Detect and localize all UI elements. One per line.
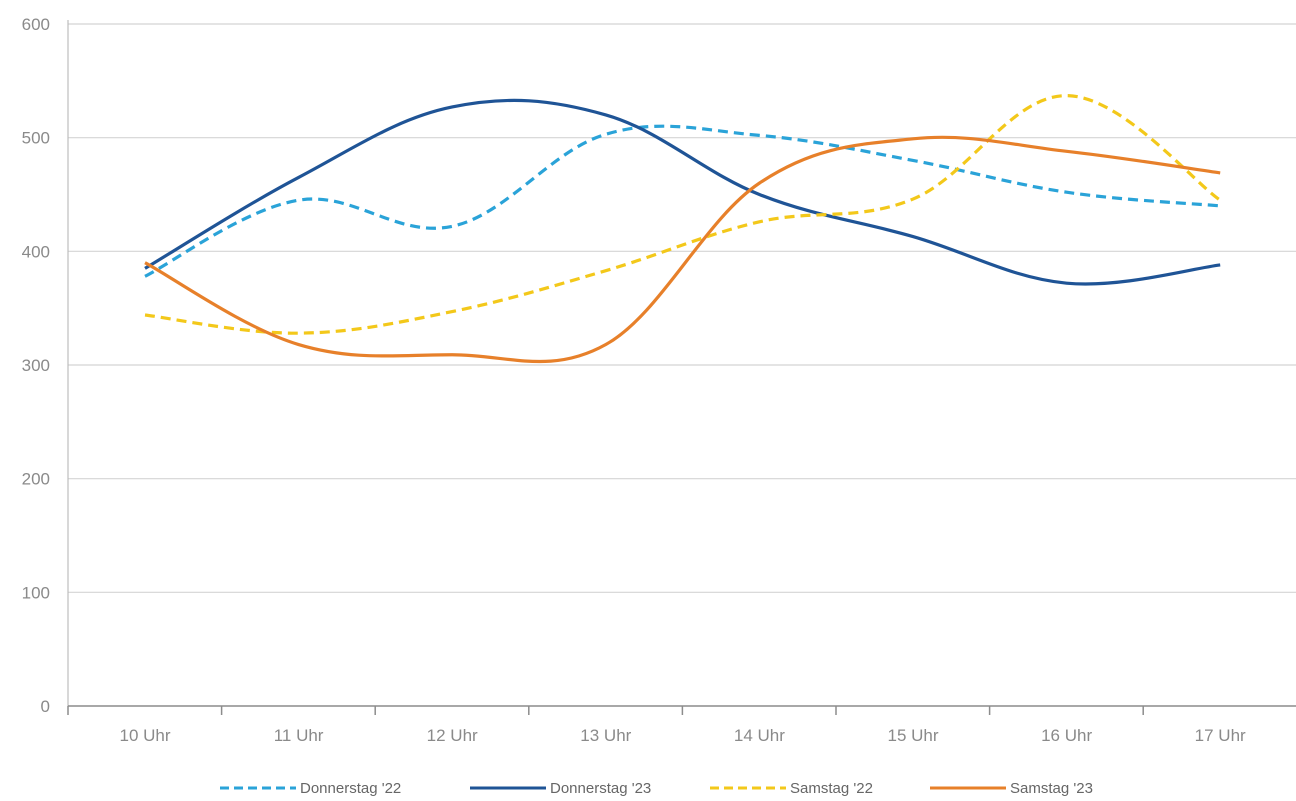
y-tick-label: 400 [22, 242, 50, 261]
legend-label: Donnerstag '23 [550, 780, 651, 797]
y-tick-label: 200 [22, 470, 50, 489]
series-lines [144, 94, 1222, 364]
y-tick-label: 500 [22, 129, 50, 148]
x-tick-label: 15 Uhr [887, 726, 938, 745]
y-tick-label: 0 [41, 697, 50, 716]
x-tick-label: 17 Uhr [1195, 726, 1246, 745]
x-tick-label: 16 Uhr [1041, 726, 1092, 745]
x-axis-ticks [67, 706, 1144, 715]
y-axis-tick-labels: 0 100 200 300 400 500 600 [22, 15, 50, 716]
y-tick-label: 100 [22, 583, 50, 602]
series-line-donnerstag-22 [144, 124, 1221, 278]
x-tick-label: 13 Uhr [580, 726, 631, 745]
x-axis-tick-labels: 10 Uhr 11 Uhr 12 Uhr 13 Uhr 14 Uhr 15 Uhr 16 U… [119, 726, 1246, 745]
x-tick-label: 14 Uhr [734, 726, 785, 745]
legend-label: Samstag '22 [790, 780, 873, 797]
series-line-donnerstag-23 [144, 98, 1221, 286]
series-line-samstag-22 [144, 94, 1222, 335]
x-tick-label: 12 Uhr [427, 726, 478, 745]
y-tick-label: 600 [22, 15, 50, 34]
legend-label: Samstag '23 [1010, 780, 1093, 797]
x-tick-label: 11 Uhr [274, 726, 324, 745]
legend: Donnerstag '22 Donnerstag '23 Samstag '22 S… [220, 780, 1093, 797]
y-tick-label: 300 [22, 356, 50, 375]
x-tick-label: 10 Uhr [119, 726, 170, 745]
legend-label: Donnerstag '22 [300, 780, 401, 797]
gridlines [68, 23, 1296, 593]
series-line-samstag-23 [144, 135, 1221, 364]
